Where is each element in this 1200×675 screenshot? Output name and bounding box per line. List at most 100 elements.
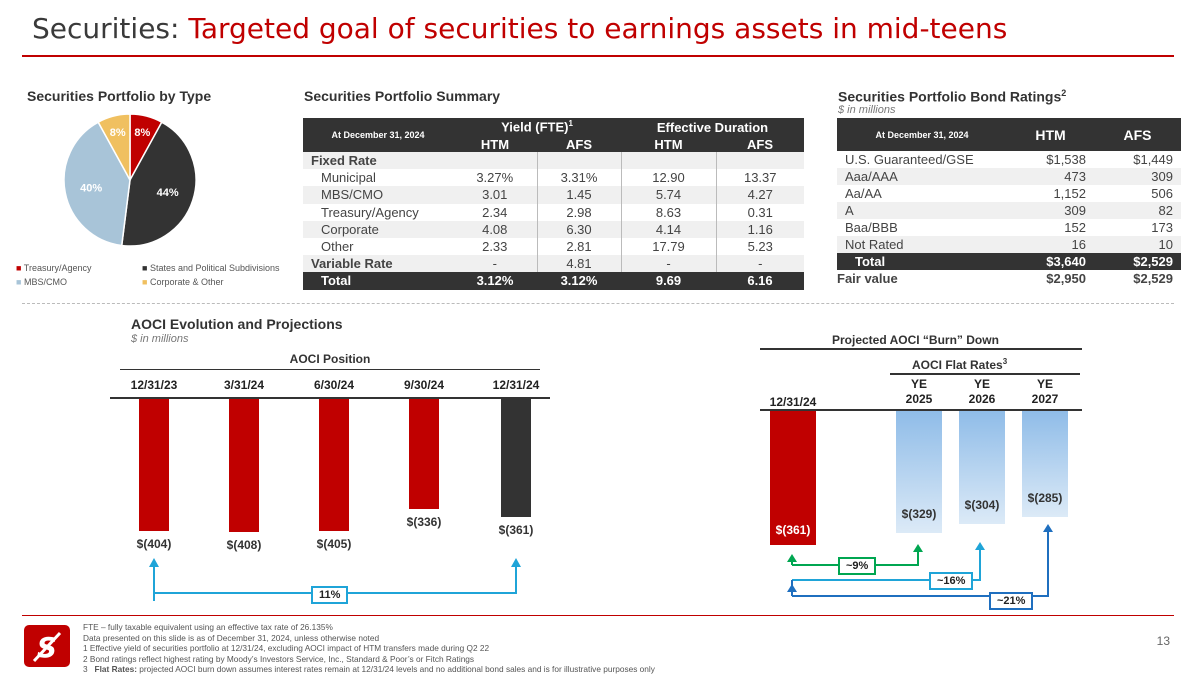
duration-afs-cell: 1.16 xyxy=(715,220,804,238)
total-duration-afs: 6.16 xyxy=(716,272,804,290)
legend-item-corporate: ■ Corporate & Other xyxy=(142,277,224,287)
burn-bar xyxy=(959,411,1005,524)
burn-bars: 12/31/24 $(361) YE 2025 $(329) YE 2026 $(304) YE… xyxy=(0,0,1068,545)
duration-htm-cell: 17.79 xyxy=(620,237,716,256)
duration-header: Effective Duration xyxy=(621,118,804,136)
burn-bar-date: YE 2027 xyxy=(1031,377,1059,406)
duration-afs-cell: 4.27 xyxy=(715,186,804,204)
legend-item-treasury: ■ Treasury/Agency xyxy=(16,263,92,273)
yield-htm-cell: 4.08 xyxy=(453,220,537,238)
bond-htm-cell: $1,538 xyxy=(1007,151,1094,168)
aoci-bar-date: 6/30/24 xyxy=(313,378,355,392)
burn-change-16: ~16% xyxy=(929,572,974,590)
bond-rating-label: Aaa/AAA xyxy=(837,168,1007,185)
footnote-fte: FTE – fully taxable equivalent using an … xyxy=(83,622,333,632)
aoci-change-badge: 11% xyxy=(311,586,349,604)
aoci-bar-value: $(408) xyxy=(226,538,262,552)
yield-afs-cell: 1.45 xyxy=(536,186,621,204)
footnote-2: 2 Bond ratings reflect highest rating by… xyxy=(83,653,475,664)
aoci-bar-date: 12/31/24 xyxy=(492,378,540,392)
pie-label-2: 40% xyxy=(80,182,102,194)
aoci-bar-value: $(336) xyxy=(406,514,442,529)
aoci-position-rule xyxy=(120,369,540,370)
fair-value-htm: $2,950 xyxy=(1007,270,1094,287)
yield-afs-cell: 2.81 xyxy=(536,237,621,256)
bond-htm-cell: 16 xyxy=(1007,236,1094,253)
duration-afs-cell: 13.37 xyxy=(715,169,804,187)
pie-label-0: 8% xyxy=(134,127,150,139)
summary-row-label: MBS/CMO xyxy=(303,186,453,204)
burn-bar-value: $(361) xyxy=(775,523,811,537)
footnote-date: Data presented on this slide is as of De… xyxy=(83,632,380,643)
portfolio-type-title: Securities Portfolio by Type xyxy=(27,88,212,104)
yield-htm-header: HTM xyxy=(453,136,537,152)
duration-htm-cell: - xyxy=(620,255,716,273)
page-number: 13 xyxy=(1156,634,1170,648)
burn-bar-date: YE 2025 xyxy=(905,377,933,406)
burn-bar-date: YE 2026 xyxy=(968,377,996,406)
company-logo: S xyxy=(24,625,70,667)
footnotes: FTE – fully taxable equivalent using an … xyxy=(83,622,655,675)
bond-rating-label: Baa/BBB xyxy=(837,219,1007,236)
summary-row: MBS/CMO 3.01 1.45 5.74 4.27 xyxy=(303,186,804,204)
summary-row: Variable Rate -4.81- - xyxy=(303,255,804,273)
legend-item-mbs: ■ MBS/CMO xyxy=(16,277,67,287)
title-prefix: Securities: xyxy=(32,12,189,45)
bonds-subtitle: $ in millions xyxy=(838,104,896,116)
aoci-bars: 12/31/23 $(404) 3/31/24 $(408) 6/30/24 $(405)… xyxy=(0,0,540,552)
bond-htm-cell: 473 xyxy=(1007,168,1094,185)
duration-htm-cell: 4.14 xyxy=(620,220,716,238)
summary-table: At December 31, 2024 Yield (FTE)1 Effect… xyxy=(303,118,804,290)
aoci-change-connector xyxy=(149,558,521,601)
aoci-title: AOCI Evolution and Projections xyxy=(131,316,343,332)
summary-row-label: Variable Rate xyxy=(303,255,453,273)
aoci-subtitle: $ in millions xyxy=(131,333,189,345)
yield-afs-cell: 2.98 xyxy=(536,203,621,221)
aoci-bar-value: $(405) xyxy=(316,537,352,552)
legend-item-states: ■ States and Political Subdivisions xyxy=(142,263,280,273)
bond-row: U.S. Guaranteed/GSE $1,538 $1,449 xyxy=(837,151,1181,168)
yield-afs-cell: 6.30 xyxy=(536,220,621,238)
fair-value-afs: $2,529 xyxy=(1094,270,1181,287)
summary-total-label: Total xyxy=(303,272,453,290)
fair-value-label: Fair value xyxy=(837,270,1007,287)
aoci-bar-value: $(361) xyxy=(498,522,534,537)
burn-change-connectors xyxy=(787,524,1053,597)
duration-afs-cell: 5.23 xyxy=(715,237,804,256)
bond-htm-cell: 152 xyxy=(1007,219,1094,236)
duration-htm-cell xyxy=(620,152,716,170)
title-rule xyxy=(22,55,1174,57)
portfolio-pie: 8% 44% 40% 8% xyxy=(63,113,197,247)
burn-bar xyxy=(770,411,816,545)
bond-row: Aaa/AAA 473 309 xyxy=(837,168,1181,185)
yield-htm-cell: - xyxy=(453,255,537,273)
aoci-bar xyxy=(139,399,169,531)
yield-afs-cell xyxy=(536,152,621,170)
aoci-bar xyxy=(319,399,349,532)
bond-table: At December 31, 2024 HTM AFS U.S. Guaran… xyxy=(837,118,1181,287)
summary-row: Fixed Rate xyxy=(303,152,804,170)
aoci-bar xyxy=(501,399,531,517)
pie-slice-2 xyxy=(63,121,131,247)
duration-htm-cell: 8.63 xyxy=(620,203,716,221)
duration-htm-cell: 12.90 xyxy=(620,169,716,187)
yield-htm-cell xyxy=(453,152,537,170)
aoci-bar-date: 3/31/24 xyxy=(223,378,265,392)
bond-rating-label: Not Rated xyxy=(837,236,1007,253)
burn-bar-value: $(285) xyxy=(1027,490,1063,505)
bond-htm-header: HTM xyxy=(1007,118,1094,151)
bond-row: Not Rated 16 10 xyxy=(837,236,1181,253)
burn-title-rule xyxy=(760,348,1082,350)
flat-rates-rule xyxy=(890,373,1080,375)
summary-row: Corporate 4.08 6.30 4.14 1.16 xyxy=(303,220,804,238)
bond-total-label: Total xyxy=(837,253,1007,270)
bond-total-row: Total $3,640 $2,529 xyxy=(837,253,1181,270)
bond-afs-cell: 309 xyxy=(1094,168,1181,185)
burn-change-21: ~21% xyxy=(989,592,1034,610)
bond-htm-cell: 1,152 xyxy=(1007,185,1094,202)
bond-rating-label: Aa/AA xyxy=(837,185,1007,202)
summary-row: Treasury/Agency 2.34 2.98 8.63 0.31 xyxy=(303,203,804,221)
burn-bar xyxy=(896,411,942,534)
burn-bar-date: 12/31/24 xyxy=(769,395,817,409)
summary-row-label: Fixed Rate xyxy=(303,152,453,170)
